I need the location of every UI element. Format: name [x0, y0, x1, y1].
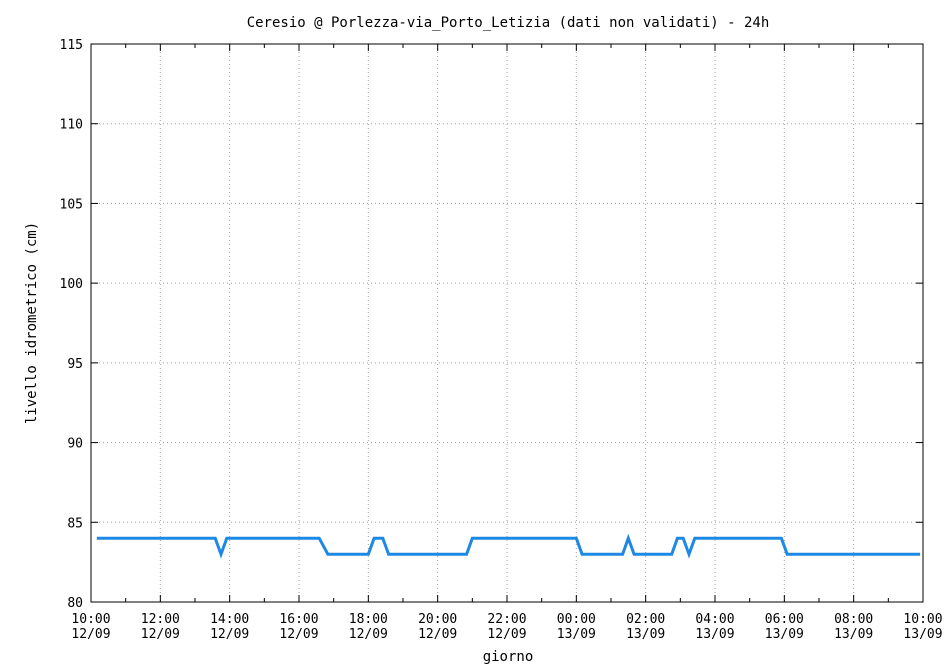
- x-tick-label-time: 20:00: [418, 612, 457, 627]
- y-tick-label: 110: [60, 118, 83, 133]
- x-tick-label-date: 13/09: [903, 627, 942, 642]
- x-tick-label-time: 04:00: [695, 612, 734, 627]
- x-tick-label-time: 06:00: [765, 612, 804, 627]
- x-tick-label-date: 13/09: [695, 627, 734, 642]
- x-tick-label-time: 00:00: [557, 612, 596, 627]
- y-tick-label: 100: [60, 277, 83, 292]
- x-tick-label-date: 12/09: [279, 627, 318, 642]
- x-tick-label-date: 13/09: [765, 627, 804, 642]
- y-tick-label: 80: [67, 596, 83, 611]
- chart-title: Ceresio @ Porlezza-via_Porto_Letizia (da…: [247, 15, 770, 31]
- x-tick-label-date: 12/09: [349, 627, 388, 642]
- x-tick-label-time: 14:00: [210, 612, 249, 627]
- grid-lines: [91, 44, 923, 602]
- x-tick-label-date: 12/09: [418, 627, 457, 642]
- y-tick-label: 85: [67, 516, 83, 531]
- x-tick-label-date: 13/09: [557, 627, 596, 642]
- plot-frame: [90, 43, 924, 603]
- x-tick-label-time: 12:00: [141, 612, 180, 627]
- y-tick-label: 105: [60, 197, 83, 212]
- x-tick-label-time: 10:00: [71, 612, 110, 627]
- y-axis: 80 85 90 95 100 105 110 115: [60, 38, 923, 611]
- x-tick-label-date: 12/09: [210, 627, 249, 642]
- x-tick-label-time: 10:00: [903, 612, 942, 627]
- y-tick-label: 90: [67, 437, 83, 452]
- x-tick-label-time: 18:00: [349, 612, 388, 627]
- series-line: [96, 533, 921, 559]
- x-tick-label-time: 08:00: [834, 612, 873, 627]
- x-axis-label: giorno: [483, 649, 534, 665]
- y-axis-label: livello idrometrico (cm): [24, 222, 40, 424]
- y-tick-label: 95: [67, 357, 83, 372]
- x-tick-label-time: 02:00: [626, 612, 665, 627]
- x-tick-label-time: 16:00: [279, 612, 318, 627]
- x-tick-label-date: 12/09: [71, 627, 110, 642]
- series-layer: [96, 533, 921, 559]
- x-axis: 10:0012/0912:0012/0914:0012/0916:0012/09…: [71, 44, 943, 642]
- x-tick-label-date: 13/09: [626, 627, 665, 642]
- x-tick-label-time: 22:00: [487, 612, 526, 627]
- x-tick-label-date: 12/09: [141, 627, 180, 642]
- x-tick-label-date: 12/09: [487, 627, 526, 642]
- x-tick-label-date: 13/09: [834, 627, 873, 642]
- y-tick-label: 115: [60, 38, 83, 53]
